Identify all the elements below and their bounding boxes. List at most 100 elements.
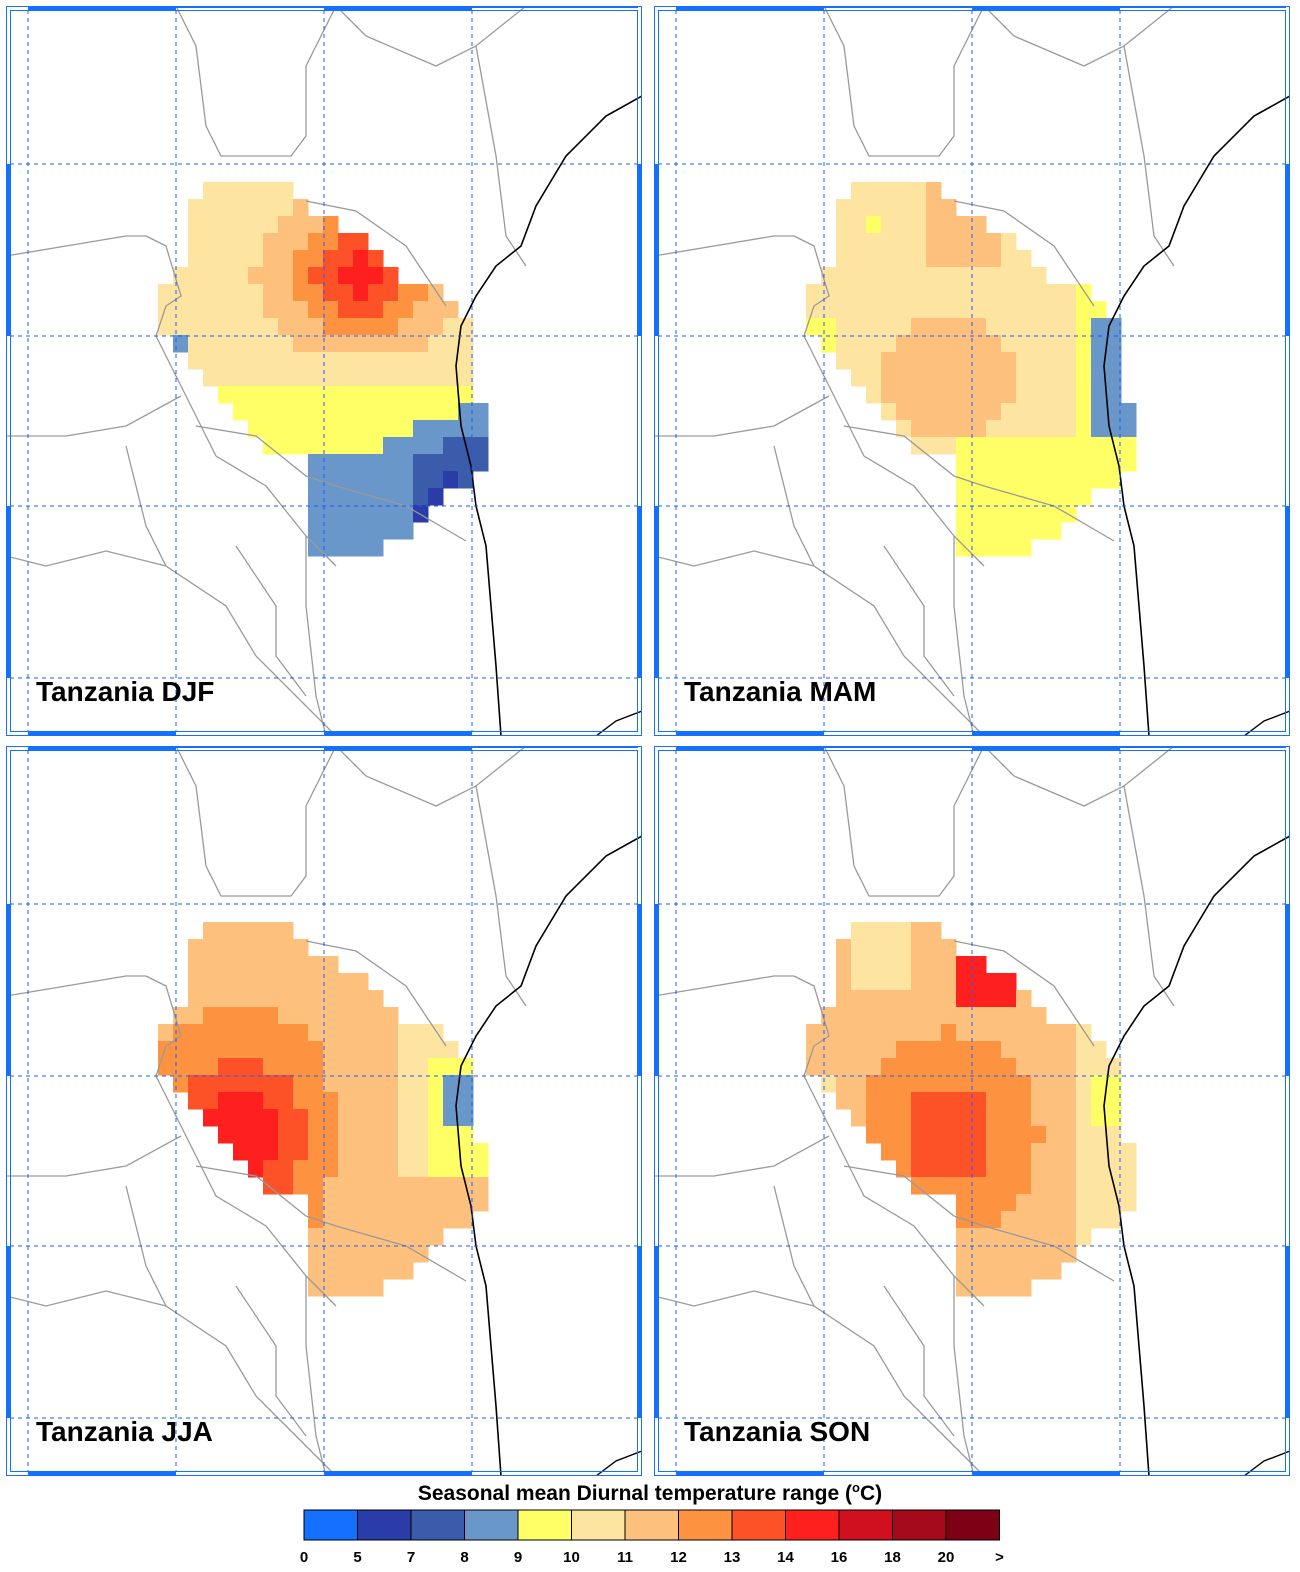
grid-cell (353, 522, 369, 540)
grid-cell (971, 956, 987, 974)
grid-cell (443, 403, 459, 421)
grid-cell (458, 369, 474, 387)
grid-cell (263, 1007, 279, 1025)
grid-cell (821, 301, 837, 319)
grid-cell (398, 284, 414, 302)
grid-cell (866, 1075, 882, 1093)
grid-cell (1046, 1058, 1062, 1076)
country-border (145, 235, 337, 567)
grid-cell (1091, 1041, 1107, 1059)
grid-cell (1046, 318, 1062, 336)
grid-cell (851, 369, 867, 387)
grid-cell (443, 352, 459, 370)
grid-cell (278, 437, 294, 455)
grid-cell (1001, 1024, 1017, 1042)
grid-cell (986, 505, 1002, 523)
frame-tick-right (1285, 904, 1290, 1076)
grid-cell (1016, 1279, 1032, 1297)
grid-cell (323, 1262, 339, 1280)
grid-cell (308, 973, 324, 991)
grid-cell (308, 522, 324, 540)
grid-cell (986, 454, 1002, 472)
grid-cell (233, 1058, 249, 1076)
grid-cell (971, 522, 987, 540)
grid-cell (1076, 488, 1092, 506)
grid-cell (233, 284, 249, 302)
grid-cell (473, 420, 489, 438)
grid-cell (323, 973, 339, 991)
grid-cell (353, 488, 369, 506)
grid-cell (338, 1092, 354, 1110)
colorbar-tick-label: 9 (514, 1549, 522, 1566)
grid-cell (293, 318, 309, 336)
grid-cell (158, 318, 174, 336)
grid-cell (413, 1194, 429, 1212)
grid-cell (896, 1007, 912, 1025)
grid-cell (338, 1075, 354, 1093)
grid-cell (1001, 539, 1017, 557)
grid-cell (986, 488, 1002, 506)
grid-cell (278, 1126, 294, 1144)
frame-tick-left (6, 164, 11, 336)
grid-cell (1016, 352, 1032, 370)
grid-cell (188, 990, 204, 1008)
grid-cell (1061, 1160, 1077, 1178)
grid-cell (896, 284, 912, 302)
grid-cell (836, 1041, 852, 1059)
grid-cell (203, 250, 219, 268)
grid-cell (956, 301, 972, 319)
grid-cell (458, 1211, 474, 1229)
grid-cell (188, 1024, 204, 1042)
grid-cell (443, 1058, 459, 1076)
grid-cell (1061, 301, 1077, 319)
grid-cell (368, 403, 384, 421)
grid-cell (398, 454, 414, 472)
grid-cell (1016, 1075, 1032, 1093)
grid-cell (323, 386, 339, 404)
grid-cell (218, 318, 234, 336)
grid-cell (218, 973, 234, 991)
grid-cell (956, 216, 972, 234)
grid-cell (338, 352, 354, 370)
grid-cell (338, 301, 354, 319)
grid-cell (836, 267, 852, 285)
grid-cell (458, 1109, 474, 1127)
grid-cell (428, 335, 444, 353)
grid-cell (383, 1075, 399, 1093)
grid-cell (383, 1160, 399, 1178)
grid-cell (203, 973, 219, 991)
grid-cell (1016, 1143, 1032, 1161)
grid-cell (398, 1194, 414, 1212)
grid-cell (338, 1109, 354, 1127)
frame-tick-left (654, 1246, 659, 1418)
grid-cell (278, 1007, 294, 1025)
grid-cell (1091, 1143, 1107, 1161)
grid-cell (971, 1228, 987, 1246)
grid-cell (881, 335, 897, 353)
grid-cell (398, 1211, 414, 1229)
grid-cell (1031, 1211, 1047, 1229)
grid-cell (248, 301, 264, 319)
grid-cell (308, 956, 324, 974)
grid-cell (368, 335, 384, 353)
grid-cell (1121, 1160, 1137, 1178)
grid-cell (866, 973, 882, 991)
grid-cell (971, 471, 987, 489)
grid-cell (1076, 1041, 1092, 1059)
grid-cell (443, 420, 459, 438)
grid-cell (1031, 471, 1047, 489)
grid-cell (413, 1058, 429, 1076)
grid-cell (1076, 471, 1092, 489)
grid-cell (413, 318, 429, 336)
grid-cell (383, 1092, 399, 1110)
grid-cell (926, 250, 942, 268)
grid-cell (353, 335, 369, 353)
colorbar-tick-label: 18 (884, 1549, 901, 1566)
grid-cell (1001, 1279, 1017, 1297)
grid-cell (413, 386, 429, 404)
grid-cell (971, 1143, 987, 1161)
grid-cell (1046, 1211, 1062, 1229)
grid-cell (293, 990, 309, 1008)
grid-cell (1046, 420, 1062, 438)
grid-cell (956, 267, 972, 285)
